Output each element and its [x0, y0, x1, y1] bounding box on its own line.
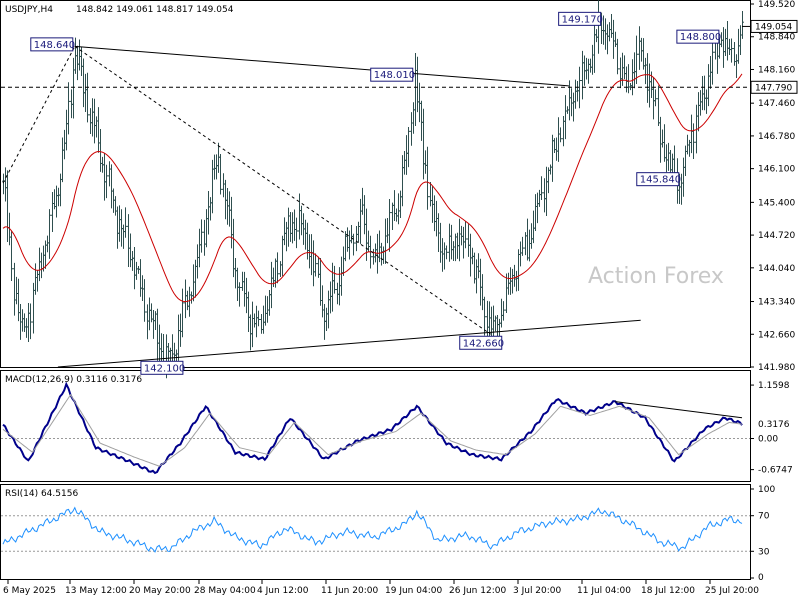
price-label: 148.010 [374, 70, 415, 81]
x-axis-label: 3 Jul 20:00 [513, 586, 562, 596]
x-axis-label: 4 Jun 12:00 [257, 586, 309, 596]
macd-title: MACD(12,26,9) 0.3116 0.3176 [5, 375, 142, 385]
x-axis-label: 6 May 2025 [3, 586, 56, 596]
macd-axis-label: 1.1598 [758, 381, 790, 391]
reference-price-box [750, 80, 798, 94]
price-label-box [558, 11, 602, 26]
price-label: 148.800 [680, 32, 721, 43]
price-label: 142.660 [463, 338, 504, 349]
x-axis-label: 28 May 04:00 [194, 586, 256, 596]
price-axis-label: 146.100 [758, 165, 795, 175]
rsi-axis-label: 70 [758, 512, 770, 522]
x-axis-label: 25 Jul 20:00 [705, 586, 759, 596]
price-label-box [140, 360, 184, 375]
macd-trendline [615, 401, 743, 419]
price-axis-label: 144.720 [758, 231, 795, 241]
x-axis-label: 13 May 12:00 [65, 586, 127, 596]
x-axis-label: 19 Jun 04:00 [385, 586, 442, 596]
dashed-trendline [74, 45, 492, 335]
x-axis-label: 11 Jun 20:00 [321, 586, 378, 596]
chart-ohlc: 148.842 149.061 148.817 149.054 [76, 5, 234, 15]
rsi-axis-label: 0 [758, 573, 764, 583]
rsi-line [2, 506, 743, 553]
rsi-panel[interactable] [0, 484, 751, 580]
price-axis-label: 148.840 [758, 33, 795, 43]
price-axis-label: 146.780 [758, 132, 795, 142]
price-axis-label: 148.160 [758, 65, 795, 75]
price-label-box [370, 67, 414, 82]
price-label-box [30, 37, 74, 52]
macd-line [2, 381, 743, 475]
macd-axis-label: -0.6747 [758, 466, 793, 476]
price-label: 148.640 [34, 40, 75, 51]
macd-signal-line [2, 393, 743, 467]
trendline [74, 45, 569, 87]
x-axis-label: 18 Jul 12:00 [641, 586, 695, 596]
macd-axis-label: 0.00 [758, 435, 778, 445]
x-axis-label: 20 May 20:00 [129, 586, 191, 596]
price-label-box [636, 172, 680, 187]
price-axis-label: 143.340 [758, 298, 795, 308]
price-label-box [676, 29, 720, 44]
price-axis-label: 141.980 [758, 363, 795, 373]
price-label: 142.100 [144, 363, 185, 374]
rsi-axis-label: 30 [758, 547, 770, 557]
rsi-axis-label: 100 [758, 485, 775, 495]
trendline [57, 319, 641, 368]
price-axis-label: 145.400 [758, 198, 795, 208]
price-axis-label: 147.460 [758, 99, 795, 109]
macd-panel[interactable] [0, 370, 751, 482]
current-price-label: 149.054 [755, 22, 792, 32]
macd-current-label: 0.3176 [758, 420, 790, 430]
price-label-box [459, 335, 503, 350]
x-axis-label: 11 Jul 04:00 [577, 586, 631, 596]
x-axis-label: 26 Jun 12:00 [449, 586, 506, 596]
price-label: 149.170 [562, 14, 603, 25]
dashed-trendline [2, 46, 76, 184]
rsi-title: RSI(14) 64.5156 [5, 489, 78, 499]
watermark: Action Forex [588, 264, 724, 289]
chart-symbol: USDJPY,H4 [5, 5, 53, 15]
price-label: 145.840 [640, 175, 681, 186]
price-axis-label: 142.660 [758, 330, 795, 340]
price-panel[interactable] [0, 0, 751, 368]
price-axis-label: 149.520 [758, 0, 795, 10]
reference-price-label: 147.790 [755, 83, 792, 93]
current-price-box [750, 19, 798, 33]
price-axis-label: 144.040 [758, 264, 795, 274]
